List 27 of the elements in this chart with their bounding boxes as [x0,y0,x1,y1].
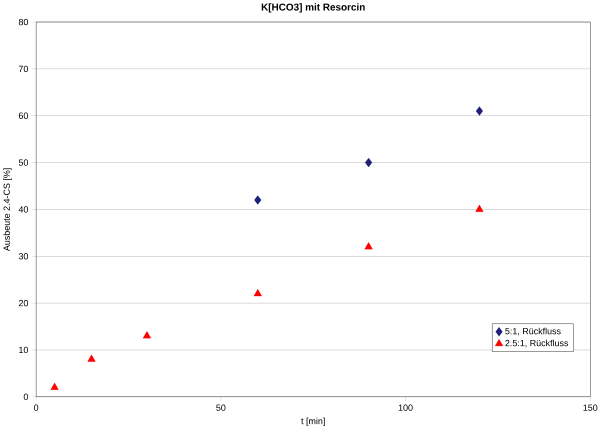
y-tick-label: 50 [18,159,28,166]
point [476,106,483,116]
y-tick-label: 0 [24,393,28,400]
y-tick-label: 70 [18,66,28,72]
y-tick-label: 10 [19,346,28,353]
y-tick-label: 80 [18,18,28,26]
x-tick-label: 150 [583,404,598,411]
y-tick-label: 60 [18,112,28,119]
y-axis-title: Ausbeute 2.4-CS [%] [3,168,12,251]
x-axis-title: t [min] [301,418,325,426]
legend-label: 2.5:1, Rückfluss [505,340,568,348]
point [142,331,152,338]
x-tick-label: 100 [398,404,413,411]
y-tick-label: 20 [18,300,28,306]
point [87,354,96,362]
point [254,195,262,205]
legend-label: 5:1, Rückfluss [505,328,561,336]
y-tick-label: 30 [18,252,28,260]
chart-title: K[HCO3] mit Resorcin [262,3,365,12]
point [50,382,59,390]
y-tick-label: 40 [18,206,28,212]
x-tick-label: 0 [34,404,38,411]
x-tick-label: 50 [216,404,226,411]
point [475,204,484,212]
point [365,158,372,168]
point [254,288,262,296]
point [364,242,373,250]
